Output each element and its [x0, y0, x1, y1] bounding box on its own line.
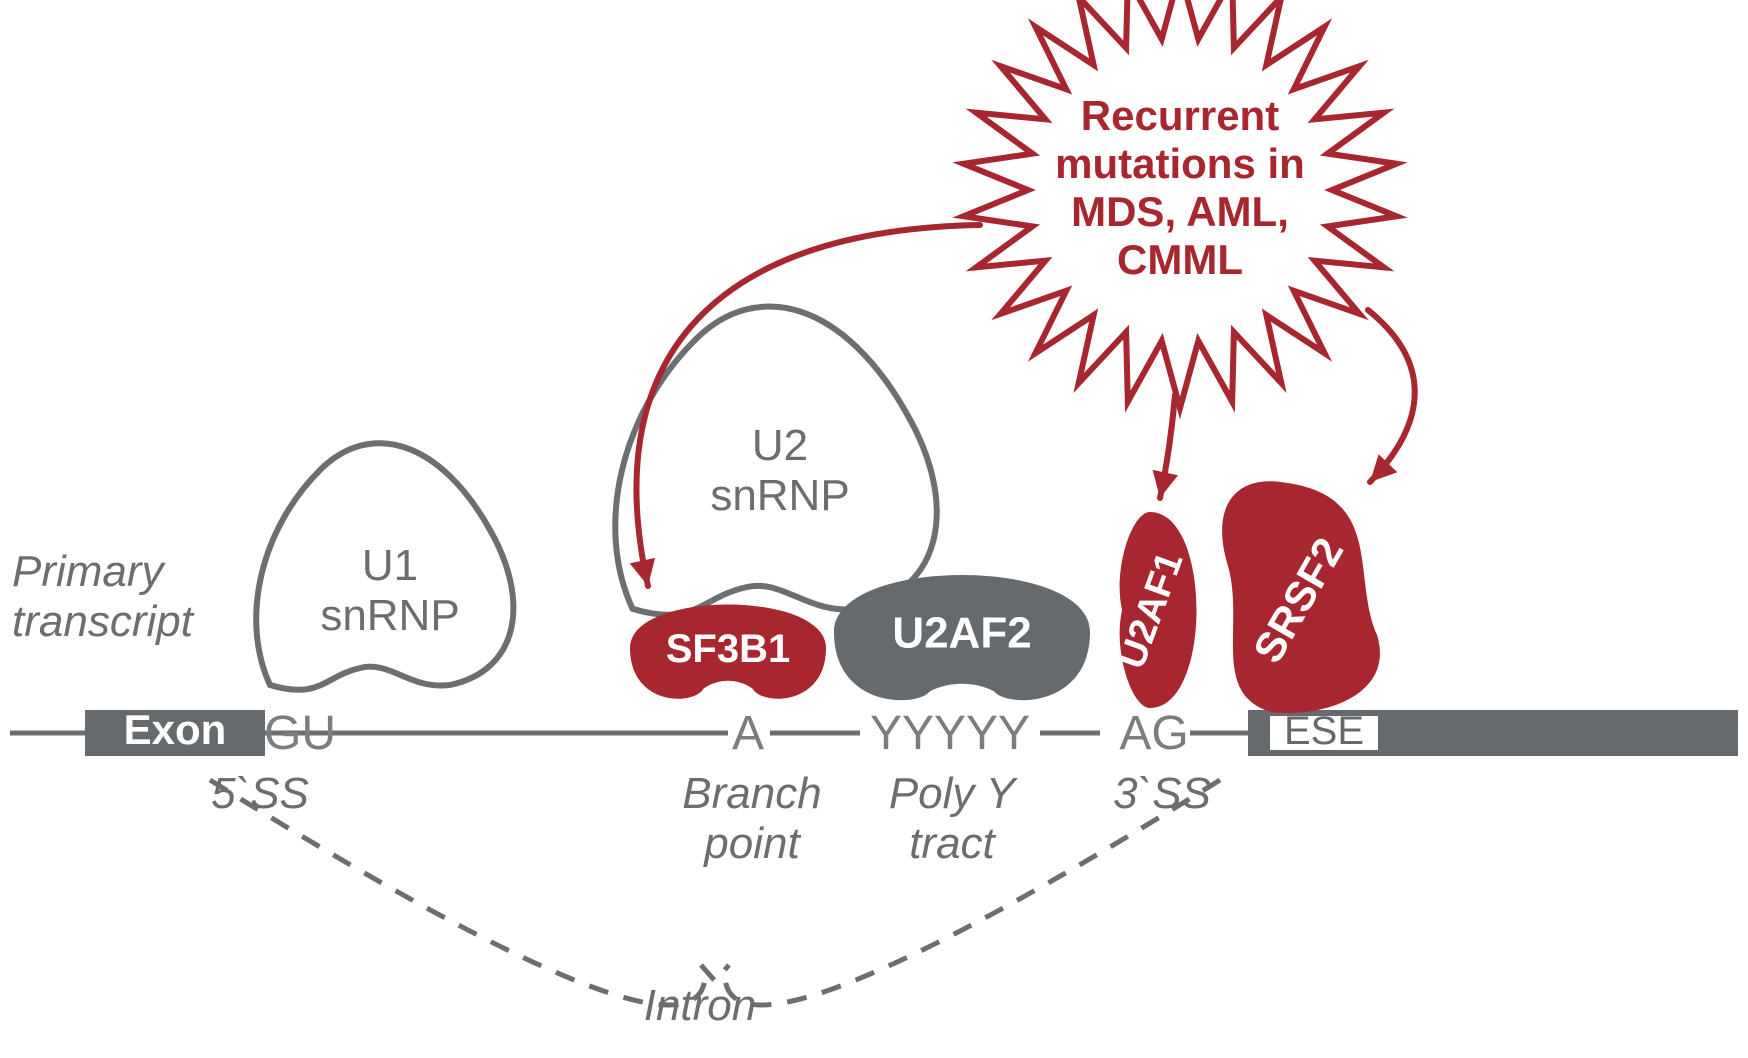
- protein-u2af2-label: U2AF2: [892, 608, 1031, 657]
- seq-label-2: YYYYY: [870, 707, 1030, 760]
- protein-sf3b1-label: SF3B1: [666, 627, 791, 671]
- intron-label: Intron: [644, 981, 757, 1030]
- primary-label-2: transcript: [12, 597, 195, 646]
- intron-tip: [701, 965, 729, 981]
- protein-u2af2: U2AF2: [834, 575, 1090, 700]
- seq-label-1: A: [732, 707, 764, 760]
- below-label-5: 3`SS: [1113, 769, 1211, 818]
- u1-label-2: snRNP: [320, 591, 459, 640]
- starburst-line-0: Recurrent: [1081, 92, 1279, 139]
- seq-label-0: GU: [264, 707, 336, 760]
- seq-label-3: AG: [1119, 707, 1188, 760]
- exon-1-label: Exon: [124, 706, 227, 753]
- below-label-3: Poly Y: [889, 769, 1018, 818]
- below-label-4: tract: [909, 819, 996, 868]
- exon-2-tail: [1531, 710, 1738, 756]
- below-label-1: Branch: [682, 769, 821, 818]
- u1-label-1: U1: [362, 541, 418, 590]
- starburst-line-1: mutations in: [1055, 140, 1305, 187]
- u2-label-1: U2: [752, 421, 808, 470]
- protein-sf3b1: SF3B1: [630, 605, 826, 699]
- below-label-0: 5`SS: [211, 769, 309, 818]
- protein-srsf2: SRSF2: [1222, 481, 1380, 713]
- to-srsf2: [1368, 310, 1415, 482]
- protein-u2af1: U2AF1: [1111, 512, 1197, 708]
- below-label-2: point: [702, 819, 801, 868]
- primary-label-1: Primary: [12, 547, 167, 596]
- starburst-line-3: CMML: [1117, 236, 1243, 283]
- ese-label: ESE: [1284, 709, 1364, 753]
- u2-label-2: snRNP: [710, 471, 849, 520]
- starburst-line-2: MDS, AML,: [1071, 188, 1289, 235]
